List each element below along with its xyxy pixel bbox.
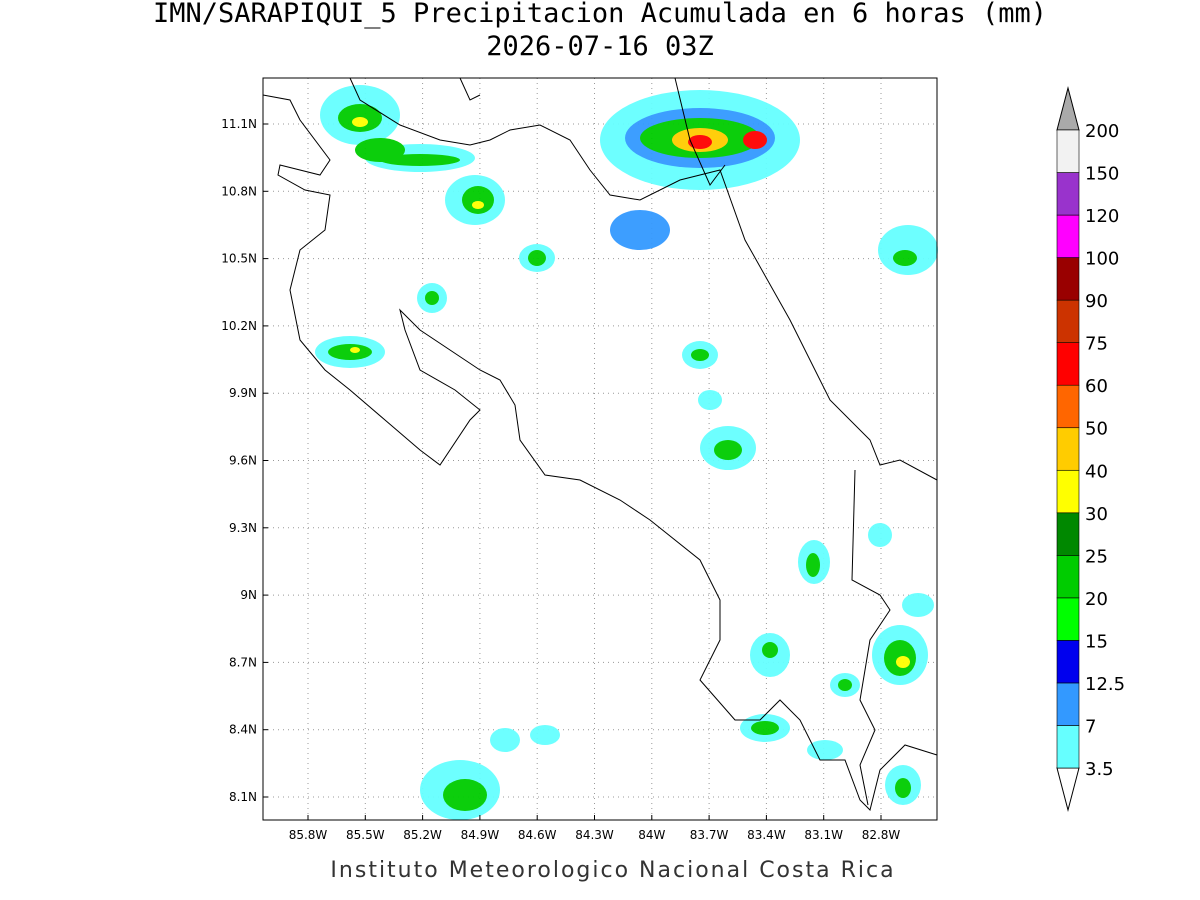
colorbar-box	[1056, 682, 1080, 726]
colorbar-label: 50	[1085, 419, 1108, 440]
subtitle: 2026-07-16 03Z	[486, 31, 714, 62]
colorbar-label: 100	[1085, 249, 1119, 270]
footer: Instituto Meteorologico Nacional Costa R…	[330, 858, 895, 883]
y-tick-label: 10.8N	[221, 184, 257, 198]
colorbar-label: 12.5	[1085, 674, 1125, 695]
x-tick-label: 83.1W	[804, 828, 843, 842]
y-tick-label: 9.6N	[229, 454, 257, 468]
colorbar-label: 3.5	[1085, 759, 1114, 780]
colorbar-label: 90	[1085, 291, 1108, 312]
colorbar-box	[1056, 512, 1080, 556]
colorbar-box	[1056, 299, 1080, 343]
colorbar-label: 40	[1085, 461, 1108, 482]
x-tick-label: 85.8W	[289, 828, 328, 842]
colorbar-under	[1056, 767, 1080, 812]
y-tick-label: 9.3N	[229, 521, 257, 535]
x-tick-label: 83.7W	[690, 828, 729, 842]
title: IMN/SARAPIQUI_5 Precipitacion Acumulada …	[153, 0, 1047, 29]
y-tick-label: 8.1N	[229, 790, 257, 804]
axis-ticks: 85.8W 85.5W 85.2W 84.9W 84.6W 84.3W 84W 83.7W 83…	[221, 117, 900, 842]
x-tick-label: 83.4W	[747, 828, 786, 842]
colorbar-box	[1056, 469, 1080, 514]
coastlines	[262, 77, 938, 811]
colorbar-label: 30	[1085, 504, 1108, 525]
colorbar-box	[1056, 129, 1080, 173]
colorbar-label: 75	[1085, 334, 1108, 355]
colorbar-label: 120	[1085, 206, 1119, 227]
colorbar-box	[1056, 342, 1080, 386]
colorbar-box	[1056, 640, 1080, 684]
colorbar-box	[1056, 257, 1080, 301]
y-tick-label: 10.5N	[221, 252, 257, 266]
y-tick-label: 10.2N	[221, 319, 257, 333]
colorbar-label: 7	[1085, 716, 1096, 737]
colorbar-over	[1056, 86, 1080, 131]
x-tick-label: 84.3W	[575, 828, 614, 842]
colorbar-label: 15	[1085, 631, 1108, 652]
colorbar-box	[1056, 172, 1080, 216]
x-tick-label: 84W	[638, 828, 665, 842]
x-tick-label: 84.9W	[461, 828, 500, 842]
colorbar-box	[1056, 555, 1080, 599]
x-tick-label: 84.6W	[518, 828, 557, 842]
y-tick-label: 9N	[240, 588, 257, 602]
map-frame	[262, 77, 938, 821]
y-tick-label: 8.4N	[229, 723, 257, 737]
colorbar-label: 60	[1085, 376, 1108, 397]
y-tick-label: 11.1N	[221, 117, 257, 131]
colorbar-box	[1056, 214, 1080, 258]
colorbar-label: 200	[1085, 121, 1119, 142]
y-tick-label: 9.9N	[229, 386, 257, 400]
precipitation	[315, 85, 938, 820]
colorbar-label: 20	[1085, 589, 1108, 610]
y-tick-label: 8.7N	[229, 655, 257, 669]
colorbar-box	[1056, 725, 1080, 769]
colorbar-box	[1056, 597, 1080, 641]
colorbar-box	[1056, 427, 1080, 471]
x-tick-label: 85.2W	[403, 828, 442, 842]
colorbar: 3.5 7 12.5 15 20 25 30 40 50 60 75 90 100 120 150 200	[1056, 86, 1125, 812]
colorbar-box	[1056, 384, 1080, 429]
x-tick-label: 82.8W	[862, 828, 901, 842]
colorbar-label: 25	[1085, 546, 1108, 567]
colorbar-label: 150	[1085, 164, 1119, 185]
x-tick-label: 85.5W	[346, 828, 385, 842]
grid	[263, 78, 937, 820]
